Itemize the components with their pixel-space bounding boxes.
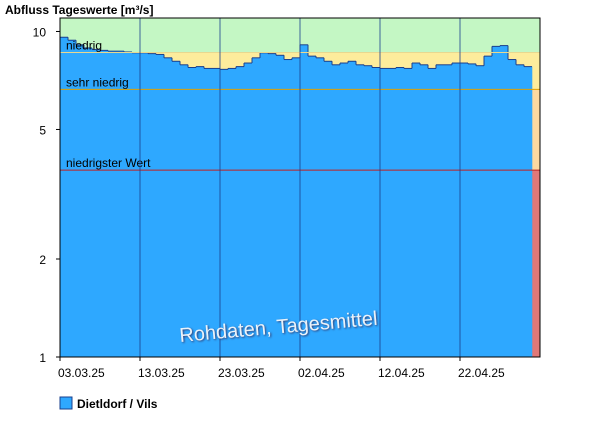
legend-swatch bbox=[59, 396, 73, 410]
threshold-label: sehr niedrig bbox=[66, 75, 129, 89]
bar bbox=[180, 64, 189, 358]
bar bbox=[140, 52, 149, 357]
y-tick-label: 5 bbox=[39, 123, 46, 137]
y-tick-label: 2 bbox=[39, 253, 46, 267]
bar bbox=[156, 54, 165, 358]
bar bbox=[196, 66, 205, 358]
bar bbox=[364, 65, 373, 358]
bar bbox=[460, 63, 469, 358]
bar bbox=[276, 55, 285, 357]
bar bbox=[420, 64, 429, 358]
bar bbox=[92, 49, 101, 357]
bar bbox=[188, 67, 197, 357]
x-tick-label: 22.04.25 bbox=[458, 366, 505, 380]
bar bbox=[428, 68, 437, 357]
bar bbox=[172, 61, 181, 357]
chart-title: Abfluss Tageswerte [m³/s] bbox=[5, 3, 153, 17]
bar bbox=[124, 51, 133, 358]
bar bbox=[404, 68, 413, 357]
bar bbox=[356, 64, 365, 358]
bar bbox=[60, 37, 69, 358]
bar bbox=[292, 57, 301, 358]
legend-label: Dietldorf / Vils bbox=[77, 397, 158, 411]
y-tick-label: 1 bbox=[39, 351, 46, 365]
bar bbox=[452, 63, 461, 358]
bar bbox=[500, 45, 509, 358]
bar bbox=[516, 64, 525, 358]
x-tick-label: 23.03.25 bbox=[218, 366, 265, 380]
x-tick-label: 03.03.25 bbox=[58, 366, 105, 380]
x-tick-label: 02.04.25 bbox=[298, 366, 345, 380]
bar bbox=[116, 51, 125, 357]
x-tick-label: 13.03.25 bbox=[138, 366, 185, 380]
bar bbox=[76, 44, 85, 357]
bar bbox=[204, 68, 213, 357]
bar bbox=[84, 47, 93, 358]
bar bbox=[68, 40, 77, 357]
bar bbox=[268, 53, 277, 357]
bar bbox=[372, 67, 381, 357]
bar bbox=[220, 69, 229, 357]
plot-frame bbox=[59, 17, 541, 358]
bar bbox=[348, 61, 357, 357]
bar bbox=[148, 53, 157, 357]
bar bbox=[212, 68, 221, 357]
bar bbox=[444, 64, 453, 358]
bar bbox=[100, 50, 109, 358]
bar bbox=[388, 68, 397, 357]
x-tick-label: 12.04.25 bbox=[378, 366, 425, 380]
bar bbox=[380, 68, 389, 357]
bar bbox=[308, 56, 317, 357]
bar bbox=[324, 61, 333, 357]
bar bbox=[236, 66, 245, 358]
y-tick-label: 10 bbox=[33, 25, 47, 39]
bar bbox=[396, 67, 405, 357]
bar bbox=[164, 57, 173, 358]
bar bbox=[476, 65, 485, 358]
bar bbox=[508, 59, 517, 357]
threshold-label: niedrigster Wert bbox=[66, 156, 151, 170]
bar bbox=[316, 57, 325, 358]
bar bbox=[284, 59, 293, 357]
bar bbox=[340, 63, 349, 358]
bar bbox=[244, 63, 253, 358]
bar bbox=[108, 51, 117, 357]
bar bbox=[468, 63, 477, 357]
bar bbox=[252, 57, 261, 358]
bar bbox=[484, 56, 493, 357]
bar bbox=[132, 52, 141, 357]
bar bbox=[228, 68, 237, 357]
bar bbox=[436, 64, 445, 358]
threshold-label: niedrig bbox=[66, 38, 102, 52]
bar bbox=[412, 63, 421, 358]
bar bbox=[524, 66, 533, 358]
bar bbox=[492, 46, 501, 357]
bar bbox=[300, 44, 309, 357]
bar bbox=[332, 64, 341, 358]
bar bbox=[260, 52, 269, 357]
